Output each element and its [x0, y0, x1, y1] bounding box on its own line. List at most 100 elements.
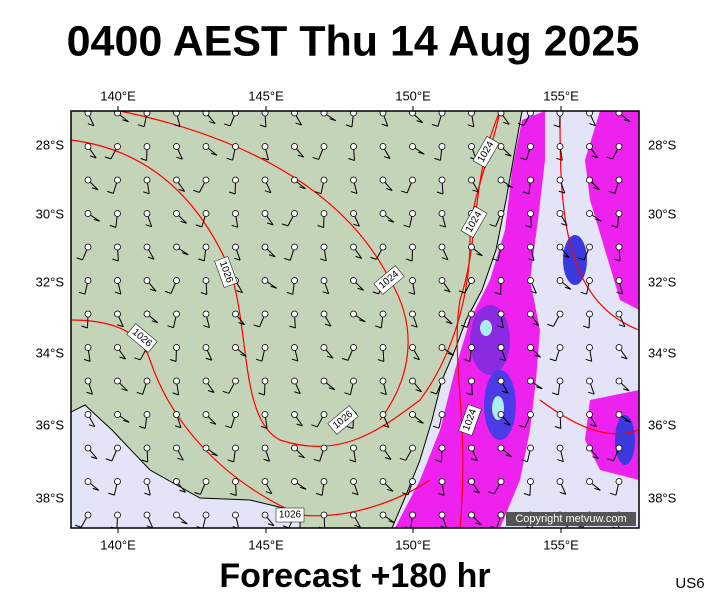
- barb-station: [84, 377, 92, 385]
- barb-flag: [357, 287, 364, 291]
- barb-flag: [607, 458, 614, 462]
- barb-flag: [437, 492, 445, 496]
- barb-station: [586, 243, 593, 251]
- barb-station: [468, 243, 475, 251]
- barb-station: [527, 478, 534, 485]
- barb-flag: [592, 456, 599, 460]
- barb-station: [84, 243, 92, 251]
- barb-station: [202, 310, 210, 318]
- barb-flag: [372, 291, 379, 295]
- barb-station: [291, 143, 298, 150]
- barb-flag: [324, 323, 332, 327]
- barb-flag: [86, 391, 93, 395]
- barb-flag: [268, 254, 276, 258]
- barb-flag: [299, 186, 306, 190]
- barb-flag: [228, 191, 236, 195]
- barb-station: [173, 478, 180, 485]
- barb-station: [143, 243, 151, 251]
- barb-flag: [527, 258, 535, 262]
- barb-station: [409, 377, 416, 385]
- barb-station: [497, 478, 505, 485]
- barb-flag: [200, 291, 208, 295]
- barb-flag: [466, 392, 473, 396]
- isobar-label-box: [214, 256, 238, 288]
- barb-flag: [230, 493, 237, 496]
- barb-flag: [270, 285, 277, 289]
- barb-station: [291, 277, 298, 284]
- isobar-label-box: [460, 206, 488, 238]
- barb-flag: [463, 358, 470, 362]
- barb-station: [438, 176, 446, 184]
- barb-station: [527, 411, 534, 418]
- barb-flag: [266, 222, 274, 226]
- barb-station: [615, 176, 623, 184]
- barb-flag: [140, 158, 147, 161]
- barb-flag: [255, 358, 263, 362]
- barb-flag: [582, 325, 590, 329]
- isobar-label-box: [327, 405, 359, 435]
- barb-station: [202, 478, 210, 485]
- barb-station: [202, 176, 210, 184]
- barb-flag: [522, 191, 530, 195]
- barb-flag: [141, 459, 148, 463]
- forecast-label: Forecast +180 hr: [219, 557, 490, 595]
- barb-station: [586, 310, 593, 318]
- barb-station: [350, 277, 357, 284]
- barb-station: [350, 478, 357, 485]
- barb-flag: [386, 188, 393, 192]
- barb-flag: [172, 392, 179, 396]
- barb-flag: [556, 157, 563, 161]
- barb-flag: [461, 324, 468, 328]
- barb-flag: [346, 426, 354, 429]
- isobar-label-box: [472, 136, 500, 168]
- barb-station: [202, 377, 210, 385]
- barb-station: [84, 511, 92, 519]
- barb-station: [468, 310, 475, 318]
- barb-flag: [560, 223, 568, 227]
- barb-flag: [234, 257, 241, 261]
- barb-flag: [475, 522, 482, 526]
- barb-flag: [447, 352, 454, 356]
- barb-station: [350, 143, 357, 150]
- barb-station: [202, 344, 210, 351]
- barb-flag: [286, 291, 293, 295]
- barb-flag: [350, 191, 358, 195]
- barb-flag: [93, 218, 100, 222]
- barb-station: [586, 277, 593, 284]
- barb-flag: [198, 258, 205, 262]
- latitude-label: 28°S: [36, 137, 65, 152]
- barb-station: [232, 444, 239, 452]
- barb-flag: [222, 390, 229, 394]
- barb-flag: [594, 487, 601, 491]
- barb-station: [468, 511, 475, 519]
- barb-station: [143, 210, 151, 217]
- isobar-label-box: [373, 265, 405, 295]
- barb-station: [379, 243, 387, 251]
- barb-flag: [353, 223, 360, 227]
- barb-flag: [193, 189, 200, 193]
- barb-flag: [210, 152, 218, 156]
- barb-flag: [476, 253, 483, 257]
- barb-flag: [226, 157, 233, 161]
- barb-flag: [351, 492, 359, 496]
- latitude-label: 36°S: [36, 417, 65, 432]
- barb-flag: [499, 358, 506, 362]
- barb-flag: [413, 357, 420, 361]
- barb-station: [173, 377, 180, 385]
- latitude-label: 34°S: [36, 345, 65, 360]
- barb-station: [586, 478, 593, 485]
- barb-flag: [145, 224, 152, 228]
- barb-station: [438, 243, 446, 251]
- barb-flag: [320, 258, 327, 262]
- barb-flag: [137, 124, 145, 128]
- barb-flag: [580, 291, 587, 295]
- isobar-label: 1026: [214, 256, 238, 288]
- latitude-label: 38°S: [36, 490, 65, 505]
- barb-flag: [589, 123, 596, 127]
- barb-flag: [344, 392, 351, 396]
- longitude-label: 145°E: [248, 537, 284, 552]
- barb-station: [615, 243, 623, 251]
- barb-flag: [503, 121, 510, 125]
- barb-station: [556, 210, 564, 217]
- barb-flag: [505, 454, 513, 458]
